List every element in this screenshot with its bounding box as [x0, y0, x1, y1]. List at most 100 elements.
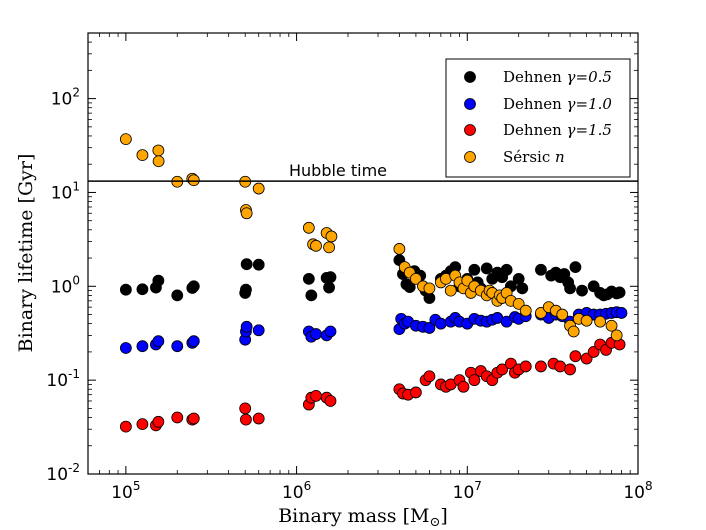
data-point [187, 335, 200, 348]
data-point [136, 340, 149, 353]
y-tick-label: 10-2 [46, 461, 80, 485]
data-point [516, 282, 529, 295]
data-point [535, 263, 547, 276]
legend-marker-gamma-1-5 [464, 124, 476, 136]
data-point [324, 271, 337, 284]
legend-label-gamma-1-0: Dehnen γ=1.0 [503, 95, 612, 113]
data-point [496, 363, 509, 376]
legend-marker-gamma-1-0 [464, 98, 476, 110]
x-tick-label: 105 [111, 479, 140, 503]
data-point [152, 415, 165, 428]
data-point [423, 322, 436, 334]
data-point [152, 144, 165, 157]
data-point [302, 272, 315, 285]
series-2 [119, 336, 626, 433]
data-point [325, 230, 338, 243]
x-tick-label: 108 [623, 479, 652, 503]
data-point [310, 328, 322, 340]
x-axis-label: Binary mass [M⊙] [278, 505, 448, 530]
data-point [323, 241, 335, 254]
data-point [171, 411, 184, 424]
legend-label-gamma-0-5: Dehnen γ=0.5 [503, 68, 612, 86]
data-point [310, 389, 322, 402]
data-point [171, 289, 184, 302]
data-point [136, 418, 149, 431]
hubble-time-label: Hubble time [289, 161, 387, 180]
legend-label-gamma-1-5: Dehnen γ=1.5 [503, 121, 612, 139]
series-0 [119, 254, 626, 304]
data-point [324, 325, 337, 338]
data-point [564, 363, 576, 376]
data-point [240, 413, 252, 426]
data-point [434, 317, 447, 330]
data-point [393, 243, 406, 255]
data-point [587, 345, 600, 358]
legend-marker-gamma-0-5 [464, 71, 476, 83]
data-point [252, 412, 265, 425]
data-point [423, 282, 436, 295]
data-point [569, 261, 582, 274]
data-point [152, 335, 165, 348]
data-point [119, 420, 132, 433]
x-tick-label: 106 [282, 479, 311, 503]
data-point [610, 329, 623, 342]
data-point [152, 274, 165, 287]
data-point [535, 307, 547, 319]
data-point [468, 374, 481, 387]
data-point [444, 284, 457, 297]
data-point [252, 182, 265, 195]
data-point [136, 149, 149, 162]
data-point [119, 283, 132, 296]
y-tick-label: 10-1 [46, 367, 80, 391]
data-point [457, 380, 470, 393]
data-point [594, 315, 607, 328]
plot-frame [87, 32, 639, 475]
data-point [240, 207, 253, 220]
data-point [519, 304, 532, 317]
data-point [324, 395, 337, 407]
legend-marker-sersic [464, 151, 476, 163]
legend-box [445, 58, 631, 178]
data-point [480, 262, 493, 275]
series-3 [119, 133, 623, 342]
data-point [171, 340, 184, 353]
data-point [240, 283, 252, 296]
data-point [409, 386, 422, 399]
data-point [240, 320, 253, 333]
data-point [569, 350, 582, 363]
y-tick-label: 100 [51, 273, 80, 297]
data-point [252, 258, 265, 271]
tick-layer: 105 106 107 108 10-2 10-1 100 101 102 [46, 33, 653, 503]
data-point [152, 155, 165, 168]
data-point [187, 412, 200, 425]
data-point [580, 314, 593, 327]
hubble-time-layer: Hubble time [88, 161, 638, 182]
data-point [605, 319, 618, 332]
data-point [240, 258, 253, 271]
data-point [252, 324, 265, 337]
data-point [239, 402, 252, 415]
data-point [310, 239, 322, 252]
data-point [576, 284, 588, 297]
data-point [567, 325, 580, 338]
data-point [119, 133, 132, 146]
data-point [613, 286, 626, 299]
data-point [187, 280, 200, 293]
data-point [409, 272, 422, 285]
data-point [512, 297, 525, 310]
data-point [564, 282, 576, 295]
data-point [519, 360, 532, 373]
legend-label-sersic: Sérsic n [503, 148, 565, 166]
data-point [187, 174, 200, 187]
data-point [403, 281, 416, 294]
data-point [136, 283, 149, 296]
data-point [615, 307, 628, 319]
data-point [323, 281, 335, 294]
data-point [554, 360, 567, 373]
legend: Dehnen γ=0.5 Dehnen γ=1.0 Dehnen γ=1.5 S… [445, 58, 631, 178]
y-axis-label: Binary lifetime [Gyr] [15, 154, 37, 353]
y-tick-label: 102 [51, 86, 80, 110]
data-point [500, 263, 513, 276]
y-tick-label: 101 [51, 179, 80, 203]
